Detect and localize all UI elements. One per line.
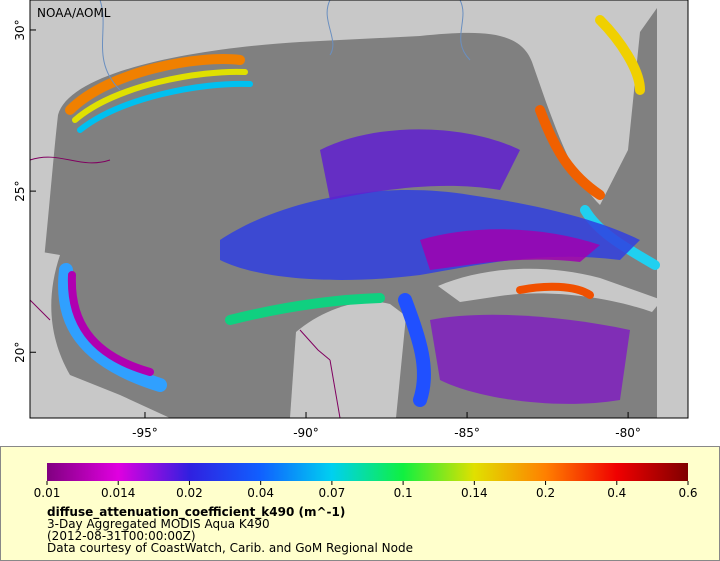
map-frame xyxy=(29,0,689,419)
colorbar-tick-label: 0.6 xyxy=(678,486,697,500)
mexico xyxy=(30,250,170,418)
patch xyxy=(320,129,520,200)
title: NOAA/AOML xyxy=(37,6,111,20)
lat-tick-label: 20° xyxy=(13,342,27,363)
patch xyxy=(595,15,645,95)
legend-variable: diffuse_attenuation_coefficient_k490 (m^… xyxy=(47,505,345,520)
colorbar-tick-label: 0.04 xyxy=(247,486,274,500)
lat-tick-label: 30° xyxy=(13,19,27,40)
patch xyxy=(420,229,600,270)
patch xyxy=(65,54,245,115)
lat-tick-label: 25° xyxy=(13,180,27,201)
patch xyxy=(72,68,248,123)
patch xyxy=(430,314,630,404)
patch xyxy=(398,293,432,407)
legend-line: Data courtesy of CoastWatch, Carib. and … xyxy=(47,541,413,555)
colorbar-tick-label: 0.14 xyxy=(461,486,488,500)
colorbar-tick-label: 0.4 xyxy=(607,486,626,500)
yucatan xyxy=(290,301,406,418)
map xyxy=(29,0,688,419)
patch xyxy=(516,282,594,299)
rivers xyxy=(99,0,471,91)
data-patches xyxy=(58,15,660,407)
lon-tick-label: -80° xyxy=(615,426,641,440)
patch xyxy=(225,293,385,325)
lon-tick-label: -95° xyxy=(132,426,158,440)
colorbar-tick-label: 0.1 xyxy=(394,486,413,500)
colorbar-tick-label: 0.02 xyxy=(176,486,203,500)
colorbar xyxy=(47,463,688,481)
patch xyxy=(535,105,605,200)
borders xyxy=(29,156,341,419)
colorbar-tick-label: 0.2 xyxy=(536,486,555,500)
patch xyxy=(58,263,167,392)
lon-tick-label: -85° xyxy=(454,426,480,440)
colorbar-tick-label: 0.07 xyxy=(319,486,346,500)
lon-tick-label: -90° xyxy=(293,426,319,440)
legend-line: (2012-08-31T00:00:00Z) xyxy=(47,529,196,543)
colorbar-tick-label: 0.014 xyxy=(101,486,135,500)
data-areas xyxy=(220,129,640,404)
patch xyxy=(67,271,154,376)
patch xyxy=(77,80,253,133)
colorbar-tick-label: 0.01 xyxy=(34,486,61,500)
legend-line: 3-Day Aggregated MODIS Aqua K490 xyxy=(47,517,270,531)
